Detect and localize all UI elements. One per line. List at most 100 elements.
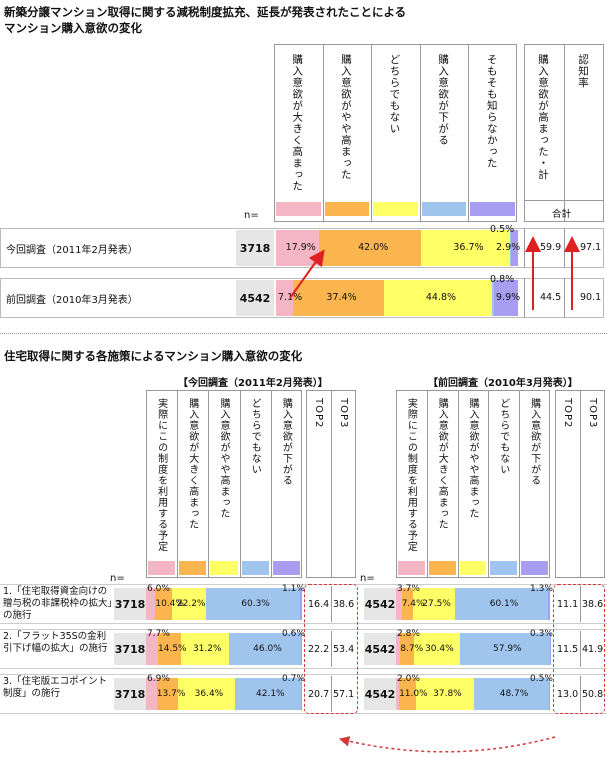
panel-col-divider (270, 390, 272, 578)
top-legend-swatch (324, 202, 370, 216)
top-side-label: 購入意欲が高まった・計 (537, 54, 549, 181)
top-row-side-cell (524, 278, 604, 318)
top-bar-value-label: 0.8% (490, 274, 515, 285)
panel-bar-value-label: 6.0% (147, 584, 170, 594)
panel-col-divider (519, 390, 521, 578)
panel-row-top-divider (580, 586, 581, 622)
panel-bar-segment (401, 588, 414, 620)
top-bar-segment (509, 230, 511, 266)
panel-bar-value-label: 36.4% (194, 689, 224, 699)
panel-n-label: n= (110, 573, 125, 584)
top-bar-value-label: 9.9% (496, 292, 521, 303)
policy-row-frame (0, 629, 607, 669)
panel-bar-value-label: 22.2% (176, 599, 206, 609)
panel-row-top3: 57.1 (333, 689, 355, 700)
panel-legend-swatch (179, 561, 207, 575)
panel-row-n: 3718 (114, 633, 146, 665)
panel-bar-value-label: 31.2% (192, 644, 222, 654)
panel-col-divider (177, 390, 179, 578)
panel-top-divider (331, 390, 332, 578)
top-row-top-value: 44.5 (540, 292, 562, 303)
panel-bar-segment (301, 633, 302, 665)
panel-col-label: どちらでもない (249, 398, 261, 475)
top-col-label: 購入意欲が下がる (437, 54, 450, 146)
panel-row-top2: 13.0 (557, 689, 579, 700)
panel-highlight-dashed (553, 584, 605, 714)
panel-bar-segment (547, 588, 550, 620)
panel-bar-value-label: 7.4% (401, 599, 425, 609)
panel-bar-value-label: 57.9% (493, 644, 522, 654)
panel-bar-segment (455, 588, 548, 620)
panel-row-bar (396, 633, 550, 665)
panel-row-top-divider (331, 631, 332, 667)
panel-bar-segment (146, 588, 156, 620)
arrow-compare (338, 736, 556, 753)
panel-bar-segment (396, 588, 402, 620)
panel-bar-value-label: 1.3% (530, 584, 553, 594)
panel-row-top2: 16.4 (308, 599, 330, 610)
panel-col-divider (208, 390, 210, 578)
section-divider (0, 333, 607, 334)
panel-legend-swatch (459, 561, 487, 575)
panel-bar-value-label: 0.6% (282, 629, 305, 639)
panel-row-n: 3718 (114, 678, 146, 710)
panel-top-divider (580, 390, 581, 578)
top-col-label: 購入意欲がやや高まった (339, 54, 352, 181)
panel-n-label: n= (360, 573, 375, 584)
top-side-label: 認知率 (577, 54, 589, 89)
panel-bar-segment (396, 678, 400, 710)
panel-legend-swatch (398, 561, 425, 575)
panel-row-n: 4542 (364, 633, 396, 665)
policy-item-label: 1.「住宅取得資金向けの贈与税の非課税枠の拡大」の施行 (3, 586, 113, 621)
policy-item-label: 3.「住宅版エコポイント制度」の施行 (3, 676, 108, 699)
panel-col-label: 購入意欲が大きく高まった (186, 398, 198, 530)
panel-row-bar (146, 588, 302, 620)
panel-row-top3: 38.6 (333, 599, 355, 610)
panel-bar-value-label: 0.5% (530, 674, 553, 684)
panel-bar-segment (180, 633, 230, 665)
panel-row-n: 4542 (364, 678, 396, 710)
top-legend-swatch (470, 202, 515, 216)
panel-bar-value-label: 42.1% (256, 689, 285, 699)
top-col-divider (468, 44, 470, 222)
panel-row-bar (396, 588, 550, 620)
top-row-side-cell (524, 228, 604, 268)
top-bar-value-label: 17.9% (285, 242, 316, 253)
panel-col-divider (457, 390, 459, 578)
panel-row-top2: 11.5 (557, 644, 579, 655)
panel-bar-segment (549, 678, 550, 710)
panel-col-label: 購入意欲が下がる (528, 398, 540, 486)
panel-col-divider (426, 390, 428, 578)
panel-bar-value-label: 46.0% (253, 644, 282, 654)
top-n-label: n= (244, 210, 259, 221)
panel-bar-value-label: 1.1% (282, 584, 305, 594)
panel-col-label: 購入意欲がやや高まった (467, 398, 478, 519)
top-bar-segment (319, 230, 421, 266)
panel-bar-segment (413, 588, 456, 620)
top-col-label: どちらでもない (388, 54, 401, 135)
panel-top-label: TOP2 (562, 398, 573, 429)
panel-col-divider (239, 390, 241, 578)
panel-top-label: TOP2 (313, 398, 324, 429)
panel-bar-segment (416, 678, 475, 710)
top-sum-label: 合計 (552, 209, 572, 220)
panel-legend-swatch (521, 561, 548, 575)
policy-row-frame (0, 584, 607, 624)
panel-bar-value-label: 30.4% (425, 644, 454, 654)
panel-bar-segment (413, 633, 461, 665)
panel-col-header-box (396, 390, 550, 578)
panel-top-label: TOP3 (587, 398, 598, 429)
top-sum-divider (524, 200, 604, 201)
panel-bar-value-label: 14.5% (158, 644, 187, 654)
top-row-aware-value: 97.1 (580, 242, 602, 253)
panel-row-n: 3718 (114, 588, 146, 620)
panel-bar-segment (474, 678, 550, 710)
panel-bar-segment (146, 633, 158, 665)
bottom-title: 住宅取得に関する各施策によるマンション購入意欲の変化 (4, 349, 303, 363)
top-col-label: 購入意欲が大きく高まった (291, 54, 304, 192)
panel-legend-swatch (241, 561, 269, 575)
panel-bar-value-label: 10.4% (155, 599, 184, 609)
panel-bar-value-label: 11.0% (399, 689, 428, 699)
top-row-aware-value: 90.1 (580, 292, 602, 303)
top-row-label: 今回調査（2011年2月発表） (6, 245, 138, 256)
